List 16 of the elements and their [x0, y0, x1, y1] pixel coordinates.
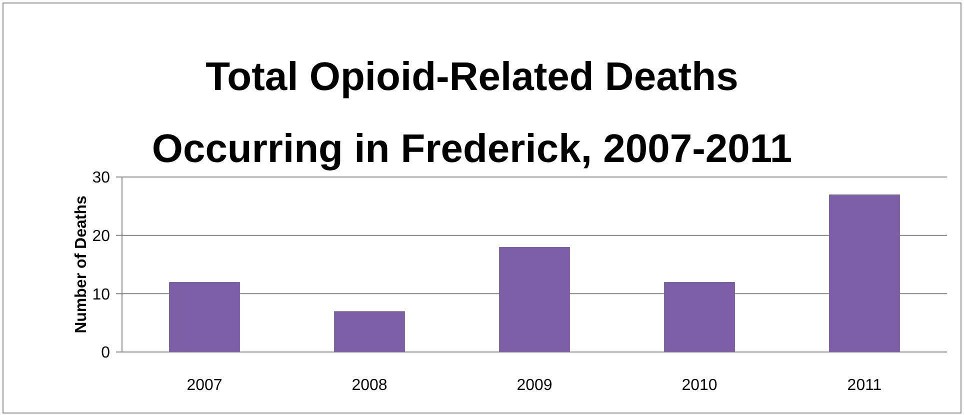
- bar: [829, 194, 900, 352]
- x-tick-label: 2007: [186, 377, 222, 394]
- x-tick-label: 2008: [352, 377, 388, 394]
- bar: [499, 247, 570, 352]
- y-tick-label: 30: [92, 170, 110, 187]
- bar: [169, 282, 240, 352]
- bar: [334, 311, 405, 352]
- y-tick-label: 0: [101, 344, 110, 362]
- y-tick-label: 10: [92, 286, 110, 304]
- y-tick-label: 20: [92, 228, 110, 245]
- bar: [664, 282, 735, 352]
- x-tick-label: 2009: [516, 377, 552, 394]
- chart-title: Total Opioid-Related Deaths Occurring in Frederick, 2007-2011: [152, 55, 792, 171]
- y-axis-title: Number of Deaths: [73, 196, 90, 334]
- x-tick-label: 2010: [682, 377, 718, 394]
- x-tick-label: 2011: [847, 377, 882, 394]
